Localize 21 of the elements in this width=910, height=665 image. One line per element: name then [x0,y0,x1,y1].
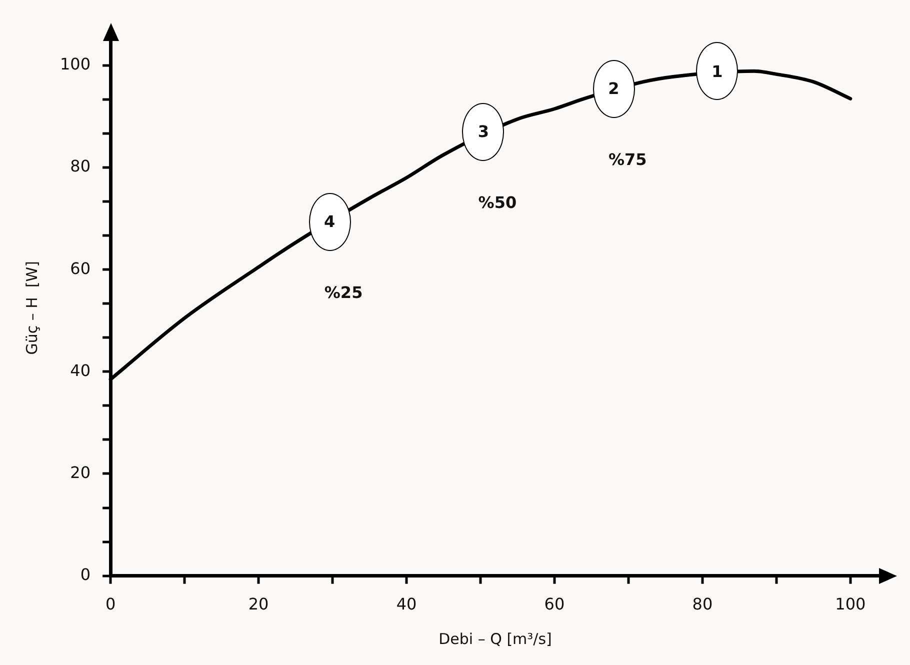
number-badge: 3 [462,102,504,161]
annotation: %75 [608,150,647,170]
annotation: %50 [478,193,517,212]
y-tick-label: 0 [80,564,91,584]
number-badge: 1 [696,42,738,100]
y-tick-label: 80 [70,156,91,176]
number-badge: 4 [308,192,351,251]
y-tick-label: 20 [70,462,91,482]
number-badge: 2 [592,60,635,118]
y-tick-label: 60 [70,258,91,278]
x-tick-label: 100 [835,594,866,614]
x-tick-label: 60 [544,594,565,614]
x-tick-label: 80 [692,594,713,614]
x-axis-title: Debi – Q [m³/s] [438,630,552,648]
y-axis-title: Güç – H [W] [22,261,41,355]
x-tick-label: 0 [105,594,116,614]
x-tick-label: 40 [396,594,417,614]
y-tick-label: 100 [60,54,91,74]
y-tick-label: 40 [70,360,91,380]
annotation: %25 [324,282,363,302]
x-tick-label: 20 [248,594,269,614]
